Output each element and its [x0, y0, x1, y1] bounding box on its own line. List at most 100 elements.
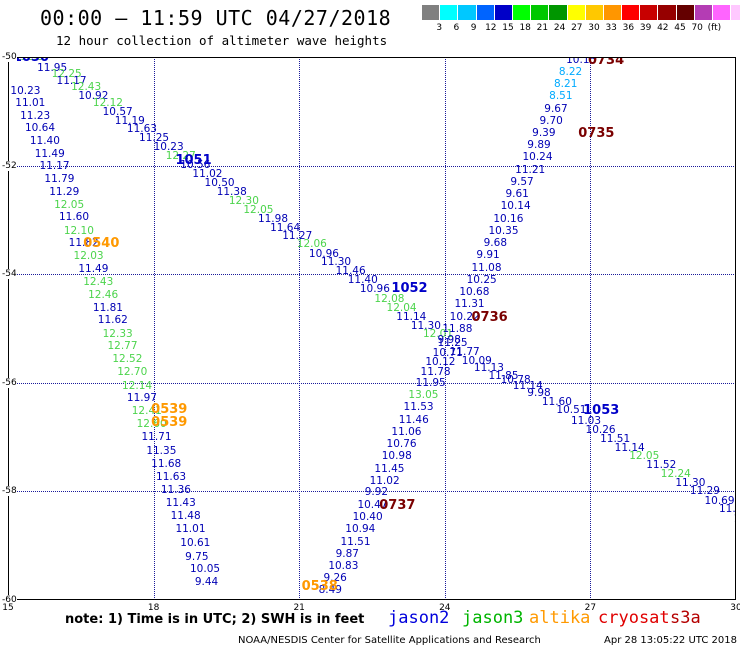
wave-height-reading: 12.30 — [228, 194, 259, 207]
wave-height-reading: 11.27 — [282, 230, 313, 243]
pass-time-label: 0737 — [379, 497, 416, 513]
wave-height-reading: 11.49 — [78, 262, 109, 275]
wave-height-reading: 11.78 — [420, 365, 451, 378]
latitude-tick-label: -56 — [2, 377, 17, 388]
credit-line: NOAA/NESDIS Center for Satellite Applica… — [238, 635, 541, 646]
wave-height-reading: 11.95 — [37, 61, 68, 74]
wave-height-reading: 10.05 — [190, 563, 221, 576]
wave-height-reading: 11.64 — [270, 222, 301, 235]
wave-height-reading: 12.05 — [54, 198, 85, 211]
wave-height-reading: 10.12 — [425, 356, 456, 369]
color-scale-label: 3 — [436, 23, 443, 33]
wave-height-reading: 12.05 — [629, 450, 660, 463]
wave-height-reading: 12.41 — [131, 405, 162, 418]
longitude-tick-label: 18 — [147, 603, 160, 613]
color-scale-swatch — [549, 5, 568, 20]
wave-height-reading: 11.68 — [151, 458, 182, 471]
wave-height-reading: 12.04 — [386, 301, 417, 314]
wave-height-reading: 11.17 — [56, 75, 87, 88]
wave-height-reading: 11.97 — [126, 392, 157, 404]
pass-time-label: 1053 — [583, 402, 620, 418]
wave-height-reading: 12.52 — [112, 353, 143, 366]
wave-height-reading: 11.21 — [515, 163, 546, 176]
color-scale-label: 15 — [502, 23, 514, 33]
wave-height-reading: 12.60 — [136, 417, 167, 430]
wave-height-reading: 11.40 — [29, 135, 60, 148]
longitude-tick-label: 27 — [584, 603, 597, 613]
wave-height-reading: 12.08 — [374, 292, 405, 305]
wave-height-reading: 11.29 — [49, 185, 80, 198]
wave-height-reading: 9.67 — [544, 102, 568, 115]
wave-height-reading: 12.01 — [422, 327, 454, 340]
wave-height-reading: 9.44 — [194, 576, 219, 589]
wave-height-reading: 11.14 — [396, 310, 427, 323]
longitude-gridline — [8, 57, 9, 600]
wave-height-reading: 11.30 — [321, 256, 352, 269]
wave-height-reading: 11.14 — [512, 379, 543, 392]
wave-height-reading: 11.49 — [34, 147, 65, 160]
wave-height-reading: 13.05 — [408, 388, 439, 401]
color-scale-label: 36 — [622, 23, 635, 33]
wave-height-reading: 11.19 — [114, 114, 145, 127]
wave-height-reading: 9.61 — [505, 187, 529, 200]
wave-height-reading: 11.51 — [600, 432, 631, 445]
wave-height-reading: 10.16 — [493, 212, 524, 225]
wave-height-reading: 11.63 — [156, 470, 187, 483]
color-scale-label: 39 — [639, 23, 652, 33]
wave-height-reading: 9.91 — [476, 249, 500, 262]
wave-height-reading: 11.60 — [541, 395, 572, 408]
color-scale-swatch — [476, 5, 495, 20]
wave-height-reading: 11.98 — [257, 212, 288, 225]
color-scale-swatch — [694, 5, 713, 20]
wave-height-reading: 10.96 — [359, 283, 390, 296]
wave-height-reading: 11.08 — [471, 261, 502, 274]
latitude-gridline — [8, 274, 736, 276]
wave-height-reading: 12.14 — [122, 379, 153, 392]
wave-height-reading: 12.46 — [88, 288, 119, 301]
wave-height-reading: 11.14 — [614, 441, 645, 454]
longitude-gridline — [153, 57, 155, 600]
wave-height-reading: 10.24 — [522, 151, 553, 164]
color-scale-swatch — [713, 5, 732, 20]
wave-height-reading: 11.13 — [473, 361, 504, 374]
wave-height-reading: 10.56 — [180, 158, 211, 171]
wave-height-reading: 10.47 — [357, 498, 388, 511]
wave-height-reading: 12.25 — [51, 68, 82, 81]
wave-height-reading: 11.88 — [442, 322, 473, 335]
wave-height-reading: 11.77 — [449, 345, 480, 358]
wave-height-reading: 11.60 — [58, 211, 90, 224]
wave-height-reading: 10.64 — [24, 121, 56, 134]
wave-height-reading: 11.46 — [335, 265, 366, 278]
wave-height-reading: 12.24 — [660, 468, 691, 481]
color-scale-labels: 3 6 9 12 15 18 21 24 27 30 33 36 39 42 45 70 (ft) — [422, 23, 740, 37]
wave-height-reading: 11.06 — [391, 425, 422, 438]
color-scale-bar — [422, 5, 740, 21]
wave-height-reading: 11.25 — [437, 337, 468, 350]
wave-height-reading: 10.14 — [500, 200, 531, 213]
wave-height-reading: 9.75 — [185, 550, 209, 563]
color-scale-label: 21 — [536, 23, 549, 33]
wave-height-reading: 10.25 — [466, 273, 497, 286]
wave-height-reading: 9.39 — [532, 127, 556, 140]
wave-height-reading: 8.22 — [558, 65, 583, 78]
pass-time-label: 0735 — [578, 126, 615, 142]
wave-height-reading: 12.33 — [102, 327, 133, 340]
latitude-gridline — [8, 382, 736, 384]
pass-time-label: 0540 — [83, 235, 120, 251]
wave-height-reading: 11.03 — [570, 414, 602, 427]
legend-item-s3a: s3a — [670, 608, 701, 628]
wave-height-reading: 12.06 — [296, 238, 327, 251]
wave-height-reading: 11.53 — [403, 401, 434, 414]
wave-height-reading: 10.50 — [204, 176, 235, 189]
wave-height-reading: 10.76 — [386, 437, 417, 450]
wave-height-reading: 10.92 — [78, 90, 109, 103]
wave-height-reading: 11.02 — [369, 474, 400, 487]
color-scale-swatch — [603, 5, 623, 20]
wave-height-reading: 9.68 — [483, 236, 508, 249]
color-scale-swatch — [622, 5, 641, 20]
color-scale-swatch — [585, 5, 604, 20]
wave-height-reading: 10.96 — [308, 247, 339, 260]
footer-note: note: 1) Time is in UTC; 2) SWH is in fe… — [65, 612, 365, 627]
wave-height-reading: 11.81 — [92, 301, 123, 314]
color-scale-swatch — [676, 5, 695, 20]
